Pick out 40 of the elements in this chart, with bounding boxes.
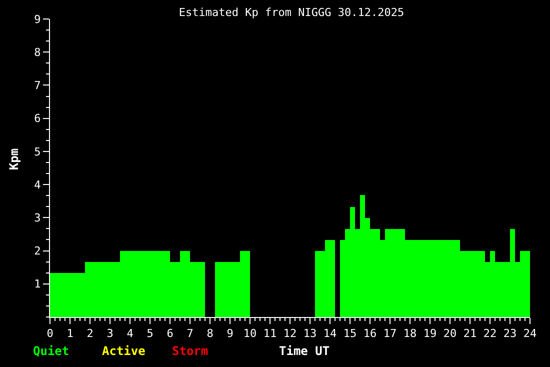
x-tick-label: 2 <box>86 327 94 340</box>
x-tick-label: 24 <box>523 327 537 340</box>
x-tick-label: 15 <box>343 327 357 340</box>
x-tick-label: 18 <box>403 327 417 340</box>
text: Active <box>102 344 146 358</box>
text: Storm <box>172 344 208 358</box>
y-tick-label: 9 <box>34 12 41 26</box>
x-tick-label: 13 <box>303 327 317 340</box>
y-tick-label: 7 <box>34 79 41 92</box>
y-tick-label: 4 <box>34 178 42 192</box>
x-tick-label: 7 <box>186 327 194 340</box>
x-tick-label: 3 <box>106 327 114 340</box>
x-tick-label: 11 <box>263 327 277 340</box>
y-axis-title: Kpm <box>6 148 21 170</box>
x-tick-label: 9 <box>226 327 234 340</box>
y-tick-label: 2 <box>34 244 41 258</box>
x-tick-label: 4 <box>126 327 134 340</box>
x-tick-label: 19 <box>423 327 437 340</box>
text: Quiet <box>33 344 70 358</box>
y-tick-label: 6 <box>34 112 41 126</box>
x-tick-label: 20 <box>443 327 457 340</box>
x-tick-label: 1 <box>66 327 74 340</box>
y-tick-label: 1 <box>34 278 41 291</box>
x-tick-label: 12 <box>283 327 297 340</box>
y-tick-label: 8 <box>34 46 41 59</box>
x-tick-label: 0 <box>46 327 54 340</box>
y-tick-label: 3 <box>34 212 41 225</box>
x-tick-label: 16 <box>363 327 377 340</box>
x-tick-label: 14 <box>323 327 337 340</box>
y-tick-label: 5 <box>34 145 41 158</box>
x-tick-label: 10 <box>243 327 257 340</box>
x-tick-label: 17 <box>383 327 397 340</box>
x-tick-label: 5 <box>146 327 154 340</box>
x-tick-label: 23 <box>503 327 517 340</box>
chart-title: Estimated Kp from NIGGG 30.12.2025 <box>178 6 404 19</box>
x-axis-title: Time UT <box>279 344 330 358</box>
x-tick-label: 8 <box>206 327 214 340</box>
x-tick-label: 21 <box>463 327 477 340</box>
x-tick-label: 22 <box>483 327 497 340</box>
x-tick-label: 6 <box>166 327 174 340</box>
